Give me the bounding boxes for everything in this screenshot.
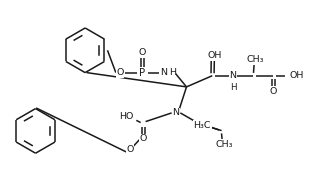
Text: N: N: [229, 71, 236, 80]
Text: O: O: [139, 48, 146, 57]
Text: HO: HO: [119, 112, 133, 121]
Text: CH₃: CH₃: [215, 140, 233, 149]
Text: CH₃: CH₃: [246, 55, 264, 64]
Text: H: H: [230, 83, 236, 92]
Text: O: O: [117, 68, 124, 77]
Text: O: O: [270, 87, 277, 96]
Text: P: P: [139, 68, 146, 78]
Text: H₃C: H₃C: [194, 121, 211, 130]
Text: O: O: [139, 134, 147, 144]
Text: OH: OH: [207, 51, 222, 60]
Text: OH: OH: [289, 71, 304, 80]
Text: H: H: [169, 68, 176, 77]
Text: N: N: [160, 68, 167, 77]
Text: O: O: [126, 145, 134, 154]
Text: N: N: [173, 108, 179, 117]
